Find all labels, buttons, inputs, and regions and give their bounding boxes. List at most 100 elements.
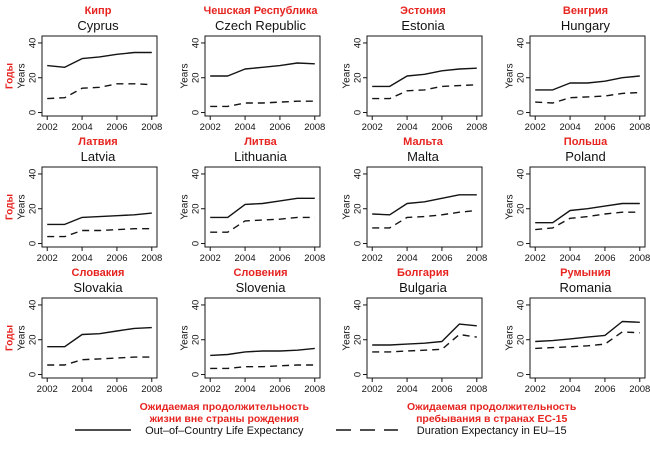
x-tick-label: 2008 xyxy=(304,253,325,264)
plot-box xyxy=(41,297,158,379)
plot-box xyxy=(366,166,483,248)
plot-area: 0 20 40 2002 2004 2006 2008 Years xyxy=(504,297,650,395)
x-tick-label: 2008 xyxy=(466,253,487,264)
x-tick-label: 2002 xyxy=(199,122,220,133)
subplot: Словения Slovenia 0 20 40 2002 2004 2006 2008 Y… xyxy=(163,267,325,398)
subplot: Венгрия Hungary 0 20 40 2002 2004 2006 2008 Yea… xyxy=(488,5,649,136)
y-tick-label: 20 xyxy=(28,72,39,83)
y-axis-label-ru: Годы xyxy=(5,194,16,220)
plot-line-dashed xyxy=(372,209,477,229)
plot-line-dashed xyxy=(372,84,477,100)
x-tick-label: 2008 xyxy=(304,122,325,133)
subplot-title-ru: Румыния xyxy=(560,267,611,279)
plot-line-dashed xyxy=(534,91,640,104)
y-axis-label-en: Years xyxy=(342,325,353,350)
y-tick-label: 20 xyxy=(515,334,526,345)
y-tick-label: 40 xyxy=(515,300,526,311)
x-tick-label: 2008 xyxy=(629,384,650,395)
plot-line-dashed xyxy=(47,356,152,366)
y-tick-label: 20 xyxy=(190,334,201,345)
subplot-title-ru: Венгрия xyxy=(562,5,609,17)
plot-line-dashed xyxy=(534,211,640,231)
x-tick-label: 2006 xyxy=(269,253,290,264)
x-tick-label: 2002 xyxy=(524,253,545,264)
subplot: Румыния Romania 0 20 40 2002 2004 2006 2008 Yea… xyxy=(488,267,650,398)
x-tick-label: 2004 xyxy=(234,384,255,395)
chart-grid: Кипр Cyprus 0 20 40 2002 2004 2006 2008 Years Го… xyxy=(0,5,650,398)
x-tick-label: 2004 xyxy=(397,122,418,133)
subplot-title-ru: Болгария xyxy=(397,267,449,279)
y-tick-label: 0 xyxy=(190,241,201,246)
x-tick-label: 2004 xyxy=(72,384,93,395)
x-tick-label: 2004 xyxy=(234,122,255,133)
y-axis-label-en: Years xyxy=(17,194,28,219)
x-tick-label: 2002 xyxy=(37,122,58,133)
plot-line-solid xyxy=(209,347,315,357)
legend-text-solid: Ожидаемая продолжительность жизни вне ст… xyxy=(140,401,309,438)
subplot-title-en: Hungary xyxy=(560,18,611,33)
plot-box xyxy=(204,166,320,248)
plot-box xyxy=(529,35,645,117)
legend-solid-ru-line1: Ожидаемая продолжительность xyxy=(139,401,309,413)
y-tick-label: 40 xyxy=(190,169,201,180)
plot-line-solid xyxy=(47,326,152,348)
subplot-title-ru: Литва xyxy=(244,136,277,148)
x-tick-label: 2004 xyxy=(559,122,580,133)
subplot-title-en: Latvia xyxy=(80,149,116,164)
y-axis-label-en: Years xyxy=(504,325,515,350)
plot-line-solid xyxy=(372,194,477,216)
y-tick-label: 40 xyxy=(190,300,201,311)
legend-item-solid: Ожидаемая продолжительность жизни вне ст… xyxy=(74,401,309,438)
y-tick-label: 20 xyxy=(28,334,39,345)
y-tick-label: 0 xyxy=(28,110,39,115)
y-axis-label-en: Years xyxy=(342,194,353,219)
plot-line-dashed xyxy=(209,100,315,108)
x-tick-label: 2006 xyxy=(106,253,127,264)
y-axis-label-en: Years xyxy=(179,63,190,88)
x-tick-label: 2008 xyxy=(304,384,325,395)
x-tick-label: 2006 xyxy=(594,384,615,395)
plot-area: 0 20 40 2002 2004 2006 2008 Years xyxy=(342,166,487,264)
y-tick-label: 0 xyxy=(28,372,39,377)
plot-line-dashed xyxy=(372,333,477,353)
y-axis-label-ru: Годы xyxy=(5,63,16,89)
x-tick-label: 2002 xyxy=(199,253,220,264)
subplot-title-en: Estonia xyxy=(401,18,445,33)
x-tick-label: 2008 xyxy=(141,384,162,395)
x-tick-label: 2002 xyxy=(524,384,545,395)
y-axis-label-en: Years xyxy=(179,194,190,219)
x-tick-label: 2002 xyxy=(362,384,383,395)
plot-area: 0 20 40 2002 2004 2006 2008 Years xyxy=(342,35,487,133)
y-tick-label: 40 xyxy=(515,38,526,49)
subplot-title-en: Czech Republic xyxy=(214,18,307,33)
plot-area: 0 20 40 2002 2004 2006 2008 Years xyxy=(179,297,325,395)
y-tick-label: 0 xyxy=(353,110,364,115)
legend-item-dashed: Ожидаемая продолжительность пребывания в… xyxy=(335,401,576,438)
y-tick-label: 0 xyxy=(28,241,39,246)
y-axis-label-en: Years xyxy=(342,63,353,88)
y-tick-label: 0 xyxy=(190,110,201,115)
subplot-title-ru: Кипр xyxy=(84,5,112,17)
legend-dashed-ru-line1: Ожидаемая продолжительность xyxy=(407,401,577,413)
plot-box xyxy=(204,297,320,379)
plot-area: 0 20 40 2002 2004 2006 2008 Years xyxy=(179,35,325,133)
subplot-title-en: Cyprus xyxy=(77,18,119,33)
plot-area: 0 20 40 2002 2004 2006 2008 Years xyxy=(179,166,325,264)
plot-box xyxy=(366,35,483,117)
y-tick-label: 40 xyxy=(28,300,39,311)
plot-box xyxy=(41,166,158,248)
plot-line-solid xyxy=(47,212,152,226)
subplot-title-ru: Словения xyxy=(233,267,288,279)
y-tick-label: 20 xyxy=(353,203,364,214)
x-tick-label: 2004 xyxy=(72,122,93,133)
subplot-title-en: Malta xyxy=(407,149,439,164)
subplot: Болгария Bulgaria 0 20 40 2002 2004 2006 2008 Y… xyxy=(325,267,487,398)
x-tick-label: 2008 xyxy=(629,253,650,264)
y-tick-label: 0 xyxy=(515,372,526,377)
y-tick-label: 20 xyxy=(515,203,526,214)
x-tick-label: 2006 xyxy=(106,122,127,133)
plot-line-dashed xyxy=(47,83,152,100)
y-tick-label: 40 xyxy=(190,38,201,49)
